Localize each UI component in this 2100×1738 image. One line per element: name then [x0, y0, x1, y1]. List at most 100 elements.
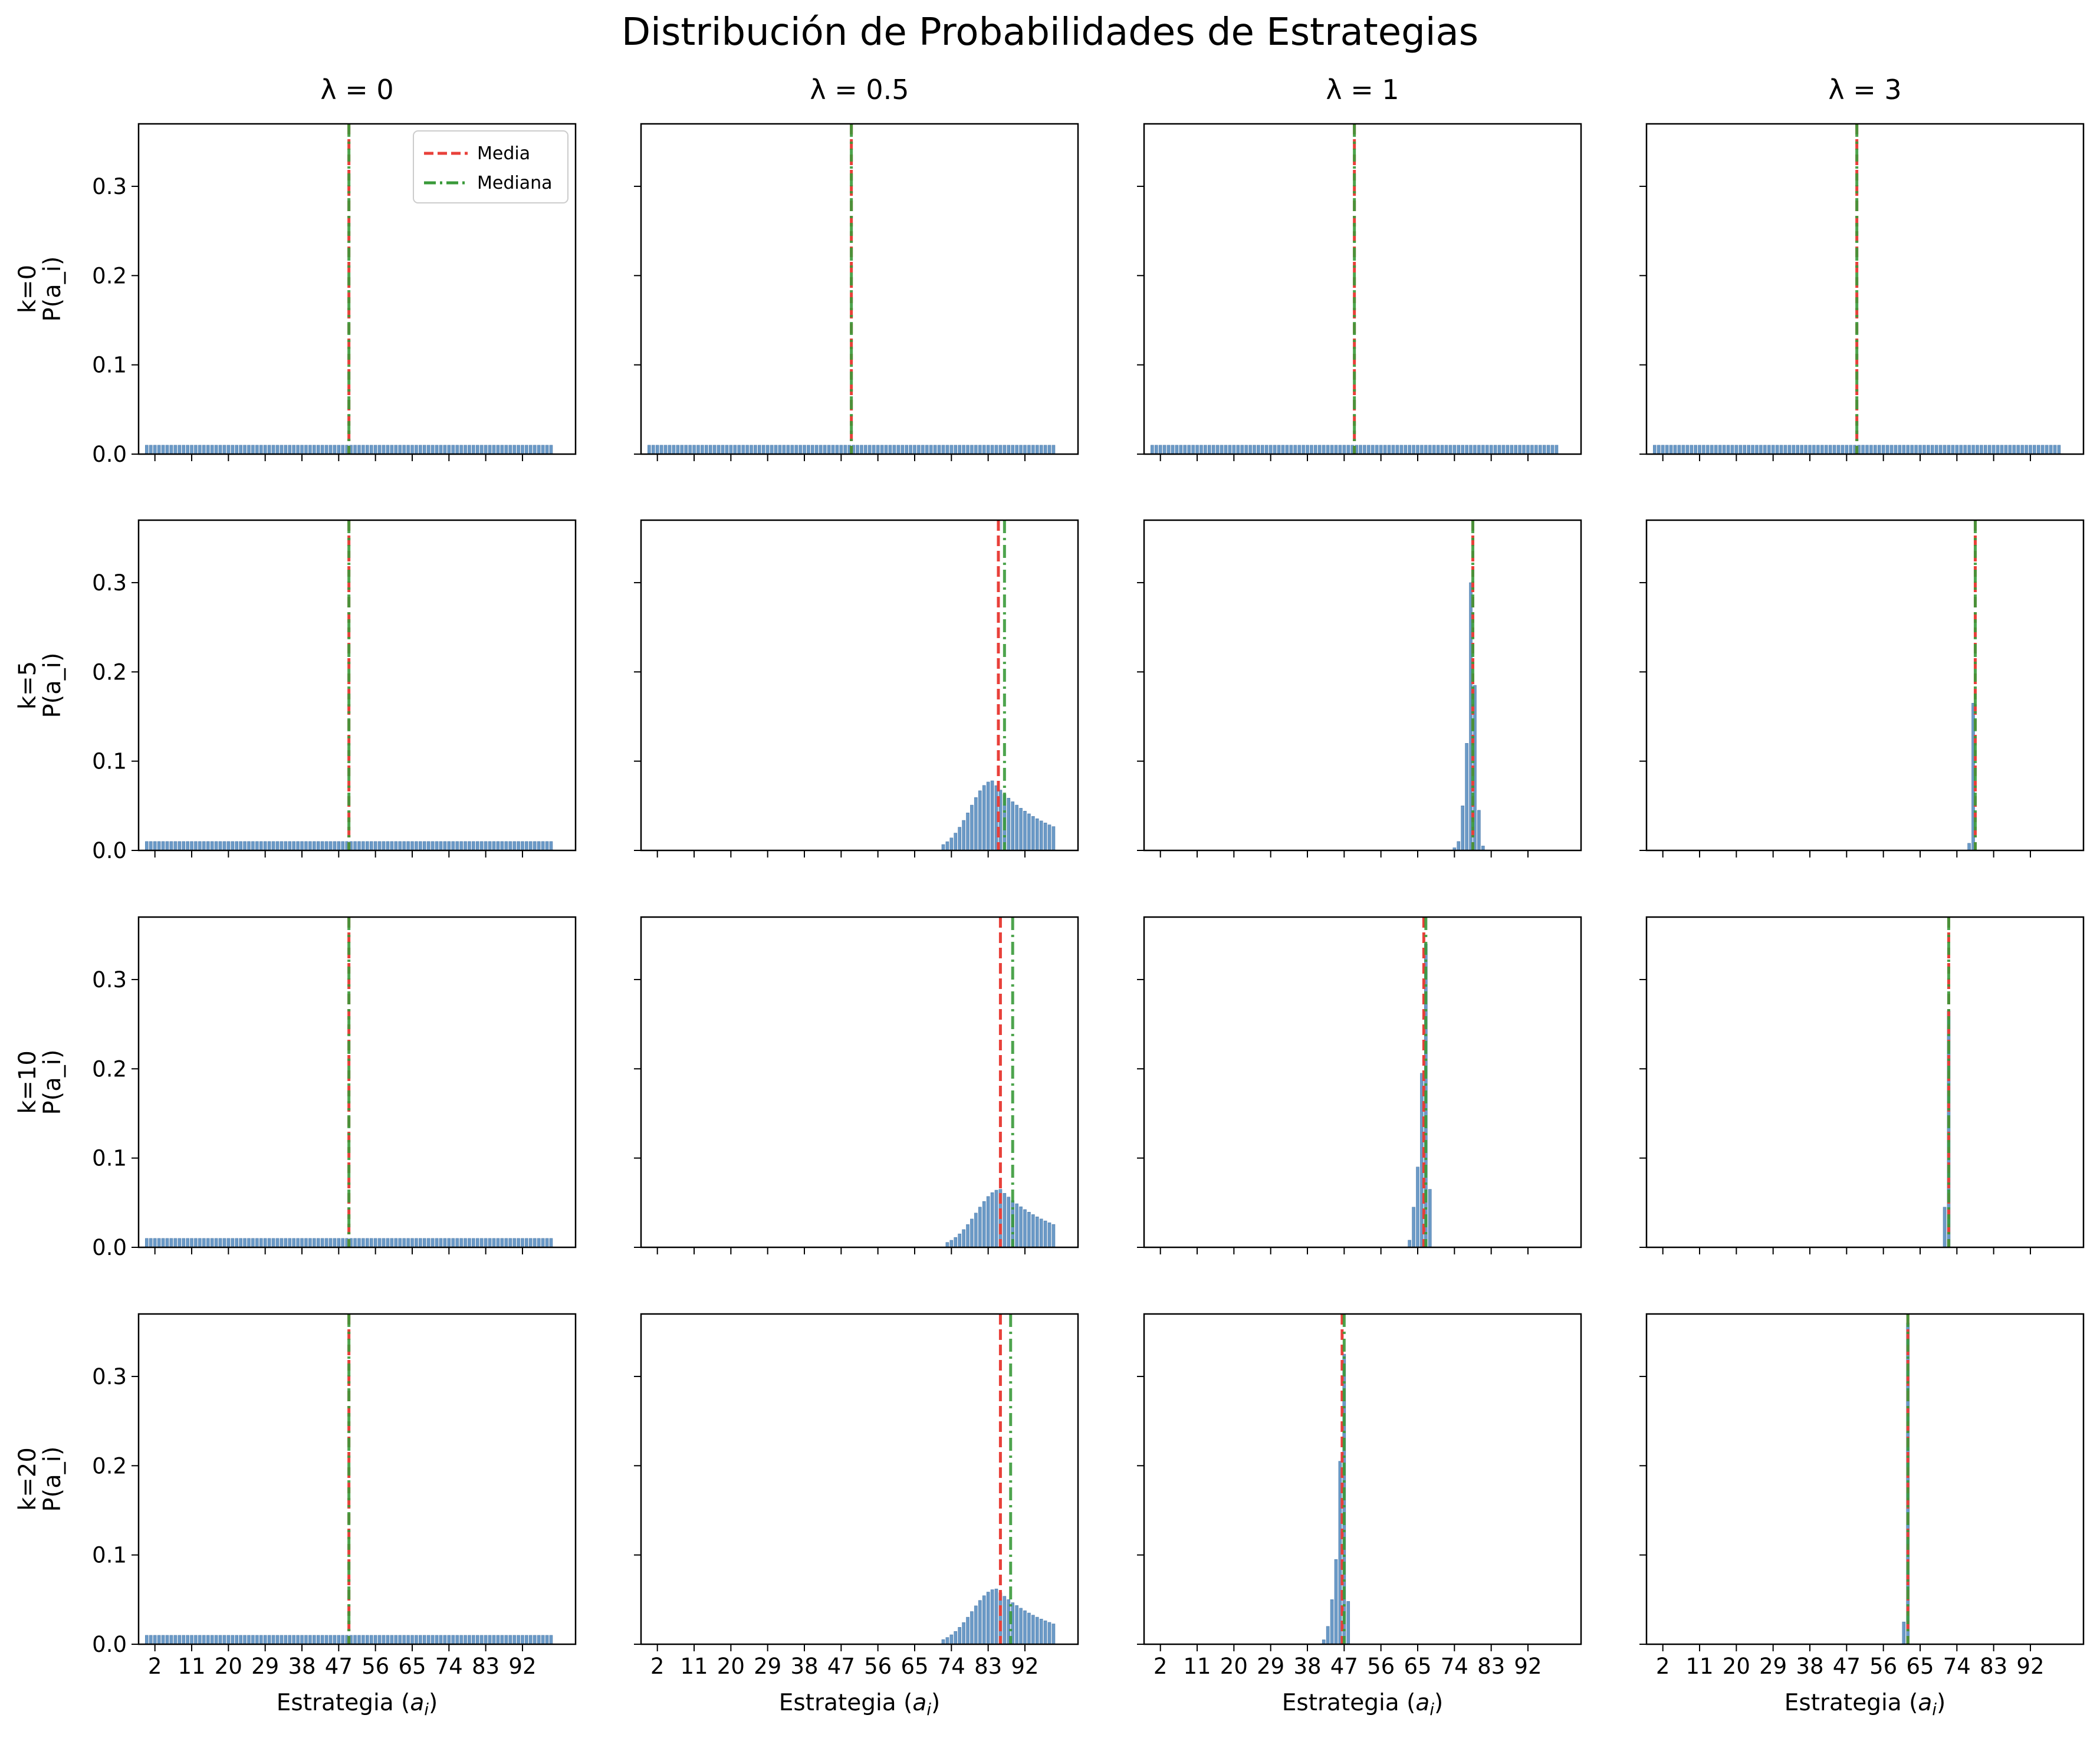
bar [1816, 445, 1820, 455]
bar [468, 841, 471, 851]
x-tick-label: 56 [864, 1654, 892, 1679]
bar [672, 445, 676, 455]
bar [1330, 1599, 1334, 1645]
bar [1236, 445, 1240, 455]
bar [328, 1238, 333, 1248]
bar [394, 445, 398, 455]
axes-frame [1143, 123, 1582, 455]
bar [954, 833, 958, 851]
bar [1436, 445, 1440, 455]
bar [496, 1635, 500, 1645]
bar [218, 1238, 222, 1248]
bar [2040, 445, 2045, 455]
bar [475, 1635, 479, 1645]
bar [149, 1635, 153, 1645]
bar [998, 445, 1003, 455]
bar [758, 445, 761, 455]
bar [263, 841, 267, 851]
bar [157, 1238, 161, 1248]
row-label-2: k=10P(a_i) [14, 1050, 66, 1115]
bar [517, 445, 520, 455]
subplot-1-3 [1639, 519, 2085, 857]
bar [186, 445, 189, 455]
x-tick-label: 92 [1514, 1654, 1542, 1679]
x-tick-label: 83 [974, 1654, 1002, 1679]
bar [206, 841, 210, 851]
row-label-0: k=0P(a_i) [14, 257, 66, 322]
bar [974, 797, 978, 851]
legend-entry: Mediana [477, 173, 553, 193]
bar [533, 445, 537, 455]
x-tick-label: 92 [1011, 1654, 1039, 1679]
bar [1865, 445, 1869, 455]
bar [1877, 445, 1881, 455]
bar [394, 1238, 398, 1248]
bar [1910, 445, 1914, 455]
bar [1011, 801, 1014, 851]
bar [1047, 1222, 1051, 1248]
bar [194, 1238, 198, 1248]
bar [202, 841, 206, 851]
bar [369, 445, 373, 455]
bar [1027, 1612, 1031, 1645]
bar [794, 445, 798, 455]
bar [386, 841, 390, 851]
bar [529, 445, 533, 455]
x-axis-label: Estrategia (ai) [1282, 1690, 1443, 1719]
bar [492, 445, 496, 455]
bar [1714, 445, 1718, 455]
bar [1927, 445, 1930, 455]
bar [1015, 1605, 1018, 1645]
bar [1047, 824, 1051, 851]
bar [263, 1238, 267, 1248]
bar [966, 1224, 970, 1248]
bar [173, 1238, 178, 1248]
bar [1489, 445, 1493, 455]
bar [308, 1635, 312, 1645]
bar [464, 1635, 467, 1645]
bar [222, 1238, 226, 1248]
bar [986, 1196, 990, 1248]
bar [382, 1635, 386, 1645]
bar [525, 445, 528, 455]
bar [1734, 445, 1739, 455]
bar [1047, 445, 1051, 455]
bar [765, 445, 770, 455]
bar [308, 1238, 312, 1248]
bar [361, 841, 365, 851]
bar [173, 841, 178, 851]
bar [1007, 797, 1011, 851]
bar [390, 1238, 394, 1248]
bar [1019, 1206, 1023, 1248]
bar [761, 445, 765, 455]
bar [422, 1635, 426, 1645]
bar [949, 1634, 954, 1645]
bar [1151, 445, 1154, 455]
x-tick-label: 11 [178, 1654, 205, 1679]
bar [529, 841, 533, 851]
bar [1027, 445, 1031, 455]
bar [1824, 445, 1828, 455]
chart-title: Distribución de Probabilidades de Estrat… [621, 11, 1479, 54]
y-tick-label: 0.1 [92, 1146, 127, 1171]
bar [541, 841, 545, 851]
bar [239, 841, 242, 851]
bar [525, 1238, 528, 1248]
bar [986, 1592, 990, 1645]
bar [1555, 445, 1559, 455]
bar [1027, 1212, 1031, 1248]
bar [280, 445, 284, 455]
bar [1861, 445, 1865, 455]
bar [369, 841, 373, 851]
bar [1444, 445, 1448, 455]
bar [994, 445, 998, 455]
bar [1885, 445, 1889, 455]
x-tick-label: 92 [2016, 1654, 2044, 1679]
bar [182, 1635, 185, 1645]
bar [1661, 445, 1665, 455]
bar [406, 1238, 410, 1248]
row-label: k=0 [14, 265, 41, 313]
bar [1718, 445, 1722, 455]
bar [1485, 445, 1489, 455]
bar [1550, 445, 1555, 455]
